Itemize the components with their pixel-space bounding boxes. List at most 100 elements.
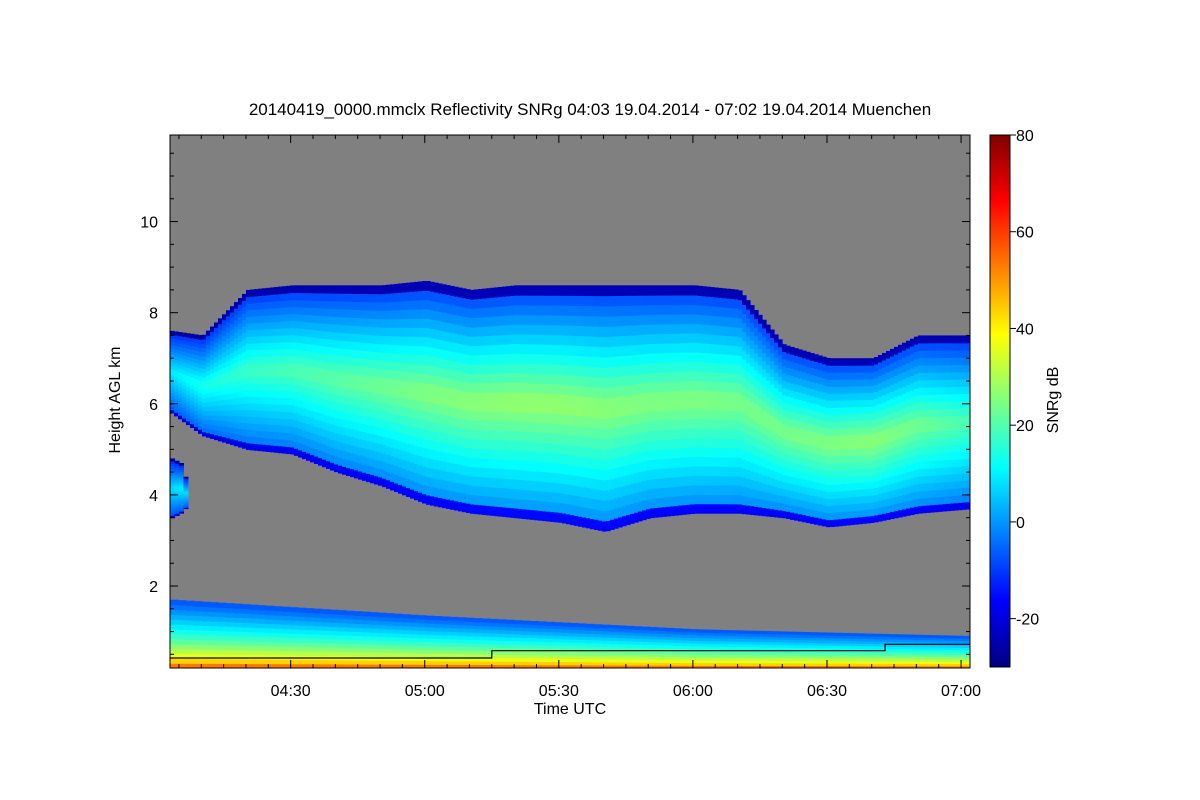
cloud-cell (490, 401, 495, 412)
cloud-cell (342, 301, 347, 310)
cloud-cell (366, 407, 371, 417)
cloud-cell (522, 450, 527, 461)
cloud-cell (898, 423, 903, 432)
cloud-cell (942, 437, 947, 446)
cloud-cell (758, 490, 763, 500)
cloud-cell (718, 438, 723, 449)
cloud-cell (346, 388, 351, 397)
cloud-cell (902, 357, 907, 366)
cloud-cell (202, 376, 207, 382)
cloud-cell (618, 325, 623, 337)
cloud-cell (618, 295, 623, 307)
cloud-cell (790, 497, 795, 506)
cloud-cell (494, 496, 499, 507)
cloud-cell (382, 318, 387, 328)
cloud-cell (462, 381, 467, 392)
cloud-cell (686, 371, 691, 382)
cloud-cell (642, 421, 647, 433)
cloud-cell (286, 348, 291, 357)
cloud-cell (242, 422, 247, 430)
cloud-cell (170, 409, 175, 414)
cloud-cell (734, 503, 739, 514)
cloud-cell (482, 288, 487, 299)
cloud-cell (826, 371, 831, 380)
cloud-cell (183, 500, 189, 503)
cloud-cell (698, 304, 703, 315)
cloud-cell (718, 503, 723, 514)
cloud-cell (538, 461, 543, 472)
cloud-cell (338, 293, 343, 302)
cloud-cell (270, 410, 275, 419)
cloud-cell (454, 482, 459, 492)
cloud-cell (418, 354, 423, 365)
cloud-cell (298, 285, 303, 294)
cloud-cell (926, 357, 931, 366)
cloud-cell (782, 365, 787, 374)
cloud-cell (430, 291, 435, 302)
cloud-cell (954, 451, 959, 460)
cloud-cell (450, 304, 455, 315)
cloud-cell (406, 353, 411, 364)
cloud-cell (838, 434, 843, 443)
cloud-cell (406, 282, 411, 293)
cloud-cell (242, 383, 247, 391)
cloud-cell (590, 427, 595, 438)
cloud-cell (818, 390, 823, 399)
cloud-cell (546, 334, 551, 345)
cloud-cell (170, 337, 175, 342)
cloud-cell (854, 496, 859, 504)
cloud-cell (738, 373, 743, 384)
cloud-cell (622, 445, 627, 457)
cloud-cell (234, 421, 239, 429)
cloud-cell (294, 434, 299, 442)
cloud-cell (286, 320, 291, 329)
cloud-cell (690, 380, 695, 391)
cloud-cell (906, 449, 911, 458)
cloud-cell (334, 425, 339, 434)
cloud-cell (934, 372, 939, 381)
cloud-cell (554, 364, 559, 375)
cloud-cell (766, 380, 771, 390)
cloud-cell (594, 458, 599, 469)
cloud-cell (586, 366, 591, 377)
cloud-cell (630, 463, 635, 475)
cloud-cell (226, 376, 231, 383)
cloud-cell (818, 440, 823, 448)
cloud-cell (942, 364, 947, 373)
cloud-cell (322, 436, 327, 445)
cloud-cell (618, 285, 623, 296)
cloud-cell (646, 401, 651, 413)
cloud-cell (894, 353, 899, 362)
cloud-cell (926, 364, 931, 373)
cloud-cell (530, 421, 535, 433)
cloud-cell (934, 350, 939, 359)
cloud-cell (802, 414, 807, 423)
cloud-cell (222, 346, 227, 353)
cloud-cell (638, 324, 643, 335)
cloud-cell (358, 309, 363, 319)
cloud-cell (274, 321, 279, 329)
cloud-cell (282, 334, 287, 343)
cloud-cell (506, 430, 511, 441)
cloud-cell (246, 442, 251, 450)
cloud-cell (462, 455, 467, 466)
cloud-cell (258, 302, 263, 310)
cloud-cell (438, 302, 443, 312)
cloud-cell (874, 370, 879, 379)
cloud-cell (546, 422, 551, 434)
cloud-cell (898, 502, 903, 511)
cloud-cell (498, 391, 503, 403)
cloud-cell (298, 306, 303, 315)
cloud-cell (398, 475, 403, 485)
cloud-cell (702, 399, 707, 410)
cloud-cell (270, 355, 275, 364)
cloud-cell (522, 324, 527, 335)
cloud-cell (638, 314, 643, 326)
cloud-cell (566, 315, 571, 326)
cloud-cell (182, 373, 187, 378)
cloud-cell (218, 394, 223, 401)
cloud-cell (642, 363, 647, 374)
cloud-cell (490, 420, 495, 431)
cloud-cell (642, 412, 647, 423)
cloud-cell (542, 500, 547, 512)
